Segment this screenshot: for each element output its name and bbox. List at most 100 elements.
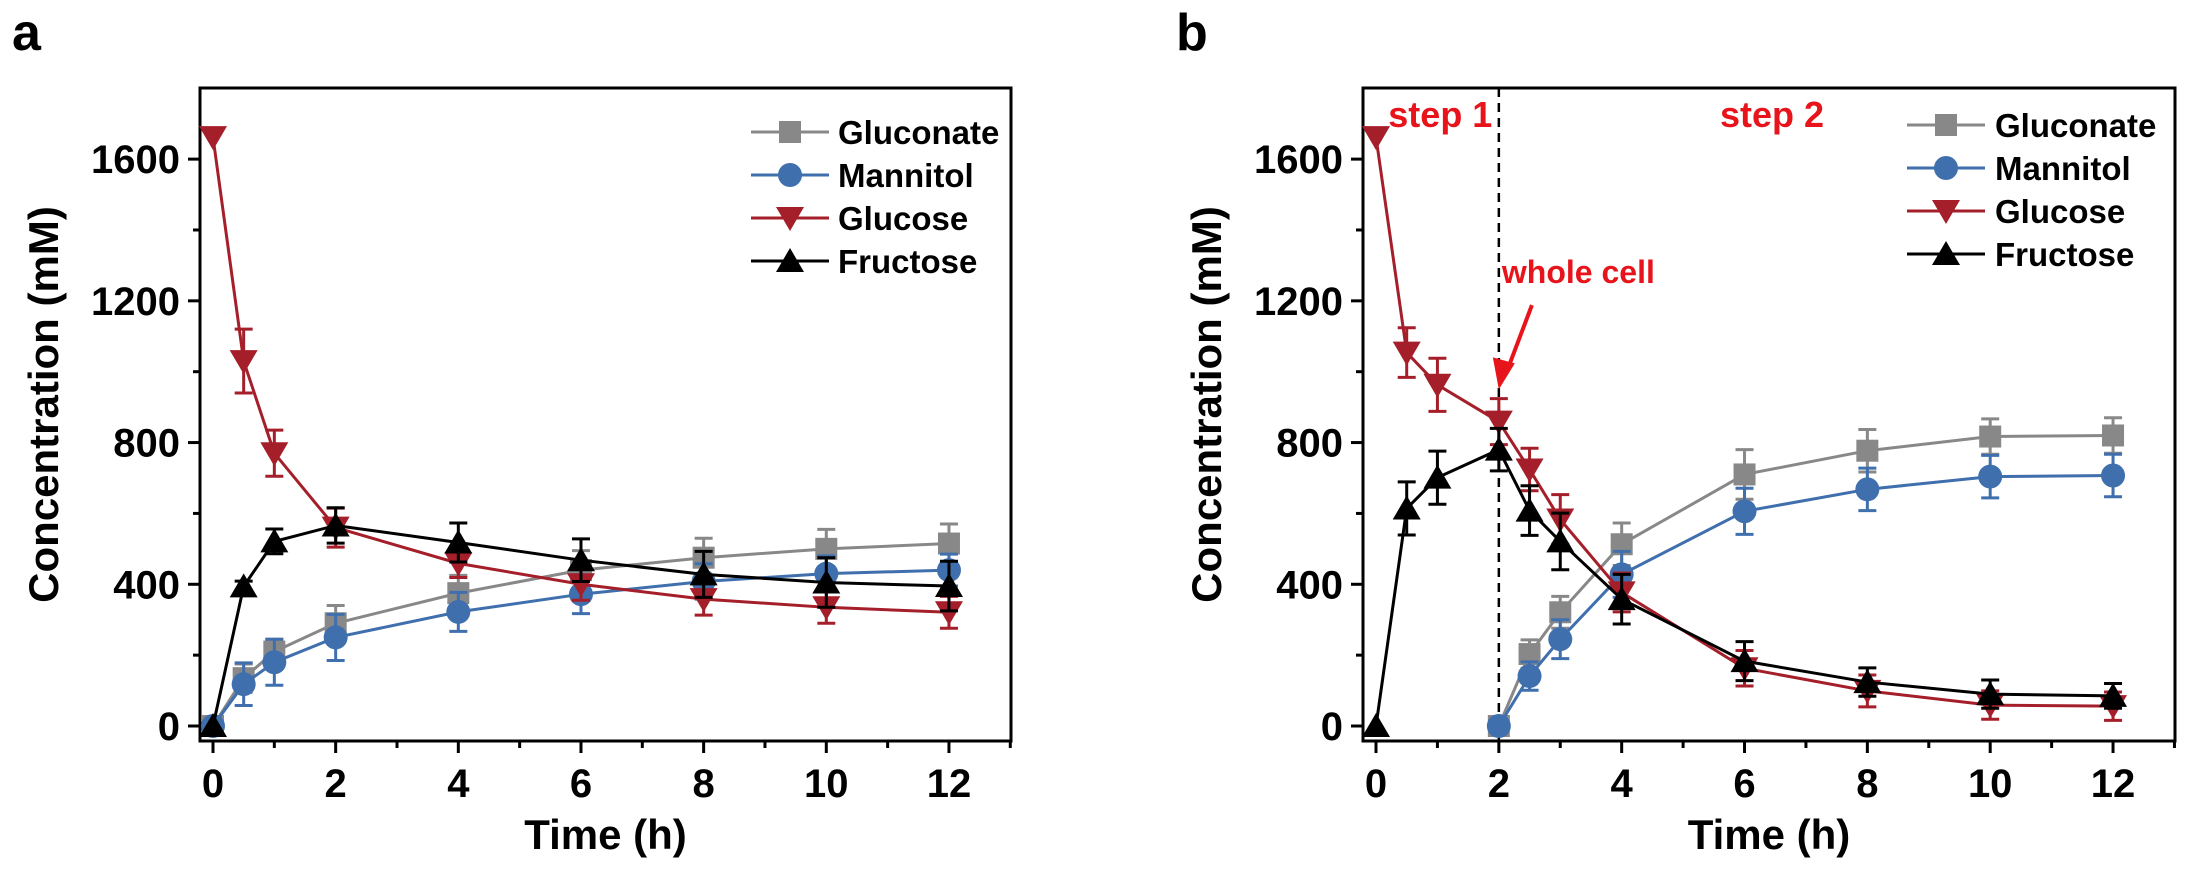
fructose-point bbox=[934, 573, 963, 598]
fructose-point bbox=[1423, 464, 1452, 489]
mannitol-point bbox=[1732, 499, 1757, 524]
x-tick-label: 8 bbox=[1856, 762, 1878, 806]
mannitol-point bbox=[323, 625, 348, 650]
y-tick-label: 0 bbox=[1321, 705, 1343, 749]
gluconate-point bbox=[1856, 439, 1879, 462]
legend-label: Fructose bbox=[838, 243, 977, 280]
gluconate-point bbox=[1979, 425, 2002, 448]
gluconate-point bbox=[815, 537, 838, 560]
legend-label: Gluconate bbox=[838, 114, 999, 151]
mannitol-point bbox=[262, 650, 287, 675]
series-fructose bbox=[1362, 426, 2128, 737]
step-annotation: step 2 bbox=[1720, 94, 1824, 135]
y-tick-label: 1200 bbox=[91, 280, 180, 324]
mannitol-line bbox=[1497, 474, 2114, 727]
glucose-point bbox=[260, 442, 289, 467]
gluconate-line bbox=[1497, 433, 2114, 727]
glucose-point bbox=[1423, 373, 1452, 398]
fructose-point bbox=[2099, 682, 2128, 707]
fructose-point bbox=[1546, 528, 1575, 553]
gluconate-point bbox=[1733, 463, 1756, 486]
legend: Gluconate Mannitol Glucose Fructose bbox=[1907, 107, 2156, 273]
panel-label: a bbox=[12, 4, 42, 62]
legend-fructose-marker bbox=[1932, 241, 1960, 265]
x-axis-title: Time (h) bbox=[524, 811, 687, 858]
gluconate-point bbox=[1549, 601, 1572, 624]
y-tick-label: 800 bbox=[113, 422, 180, 466]
glucose-point bbox=[1392, 341, 1421, 366]
panel-b: b 0 400 800 1200 1600 0 2 4 6 8 10 12 Time (h) Concent… bbox=[1176, 4, 2177, 858]
legend-gluconate-marker bbox=[1935, 114, 1957, 136]
arrow-shaft bbox=[1504, 304, 1534, 373]
legend-label: Fructose bbox=[1995, 236, 2134, 273]
series-mannitol bbox=[1486, 452, 2126, 738]
mannitol-point bbox=[1486, 714, 1511, 738]
y-tick-label: 800 bbox=[1276, 422, 1343, 466]
legend-label: Glucose bbox=[838, 200, 968, 237]
y-tick-label: 0 bbox=[158, 705, 180, 749]
x-tick-label: 4 bbox=[1611, 762, 1634, 806]
fructose-point bbox=[260, 528, 289, 553]
fructose-point bbox=[1607, 586, 1636, 611]
fructose-point bbox=[444, 529, 473, 554]
fructose-point bbox=[321, 512, 350, 537]
mannitol-point bbox=[1978, 464, 2003, 489]
fructose-point bbox=[566, 547, 595, 572]
legend-mannitol-marker bbox=[778, 163, 802, 187]
panel-label: b bbox=[1176, 4, 1208, 62]
x-tick-label: 2 bbox=[1488, 762, 1510, 806]
y-axis-title: Concentration (mM) bbox=[1183, 206, 1230, 603]
legend-label: Gluconate bbox=[1995, 107, 2156, 144]
y-tick-label: 400 bbox=[1276, 563, 1343, 607]
x-tick-label: 12 bbox=[927, 762, 972, 806]
plot-frame bbox=[1361, 86, 2177, 743]
glucose-point bbox=[1362, 126, 1390, 151]
x-axis-title: Time (h) bbox=[1688, 811, 1851, 858]
legend-gluconate-marker bbox=[779, 121, 801, 143]
fructose-point bbox=[1853, 669, 1882, 694]
legend: Gluconate Mannitol Glucose Fructose bbox=[751, 114, 999, 280]
glucose-point bbox=[444, 552, 473, 577]
glucose-point bbox=[934, 601, 963, 626]
legend-fructose-marker bbox=[776, 248, 804, 272]
y-tick-label: 400 bbox=[113, 563, 180, 607]
y-tick-label: 1600 bbox=[91, 138, 180, 182]
series-gluconate bbox=[1487, 416, 2125, 737]
x-tick-label: 12 bbox=[2091, 762, 2136, 806]
mannitol-point bbox=[446, 599, 471, 624]
mannitol-point bbox=[2101, 463, 2126, 488]
gluconate-point bbox=[2102, 424, 2125, 447]
x-tick-label: 4 bbox=[447, 762, 470, 806]
legend-mannitol-marker bbox=[1934, 156, 1958, 180]
x-tick-label: 8 bbox=[693, 762, 715, 806]
x-tick-label: 10 bbox=[1968, 762, 2013, 806]
legend-label: Glucose bbox=[1995, 193, 2125, 230]
mannitol-point bbox=[1855, 477, 1880, 502]
legend-label: Mannitol bbox=[1995, 150, 2131, 187]
mannitol-point bbox=[1517, 664, 1542, 689]
gluconate-point bbox=[1518, 643, 1541, 666]
whole-cell-annotation: whole cell bbox=[1501, 254, 1655, 290]
step-annotation: step 1 bbox=[1388, 94, 1492, 135]
fructose-point bbox=[199, 713, 227, 737]
x-tick-label: 6 bbox=[570, 762, 592, 806]
legend-glucose-marker bbox=[1932, 200, 1960, 224]
glucose-point bbox=[566, 573, 595, 598]
gluconate-point bbox=[1610, 533, 1633, 556]
y-tick-label: 1600 bbox=[1254, 138, 1343, 182]
mannitol-point bbox=[1548, 627, 1573, 652]
x-tick-label: 6 bbox=[1733, 762, 1755, 806]
glucose-point bbox=[199, 126, 227, 151]
panel-a: a 0 400 800 1200 1600 0 2 4 6 8 10 12 Time (h) Concent… bbox=[12, 4, 1013, 858]
fructose-point bbox=[229, 573, 258, 598]
fructose-point bbox=[689, 561, 718, 586]
glucose-point bbox=[689, 588, 718, 613]
series-fructose bbox=[199, 506, 963, 737]
glucose-point bbox=[229, 350, 258, 375]
legend-glucose-marker bbox=[776, 207, 804, 231]
fructose-point bbox=[1484, 436, 1513, 461]
glucose-point bbox=[1515, 458, 1544, 483]
x-tick-label: 2 bbox=[325, 762, 347, 806]
fructose-point bbox=[1730, 648, 1759, 673]
y-axis-title: Concentration (mM) bbox=[20, 206, 67, 603]
